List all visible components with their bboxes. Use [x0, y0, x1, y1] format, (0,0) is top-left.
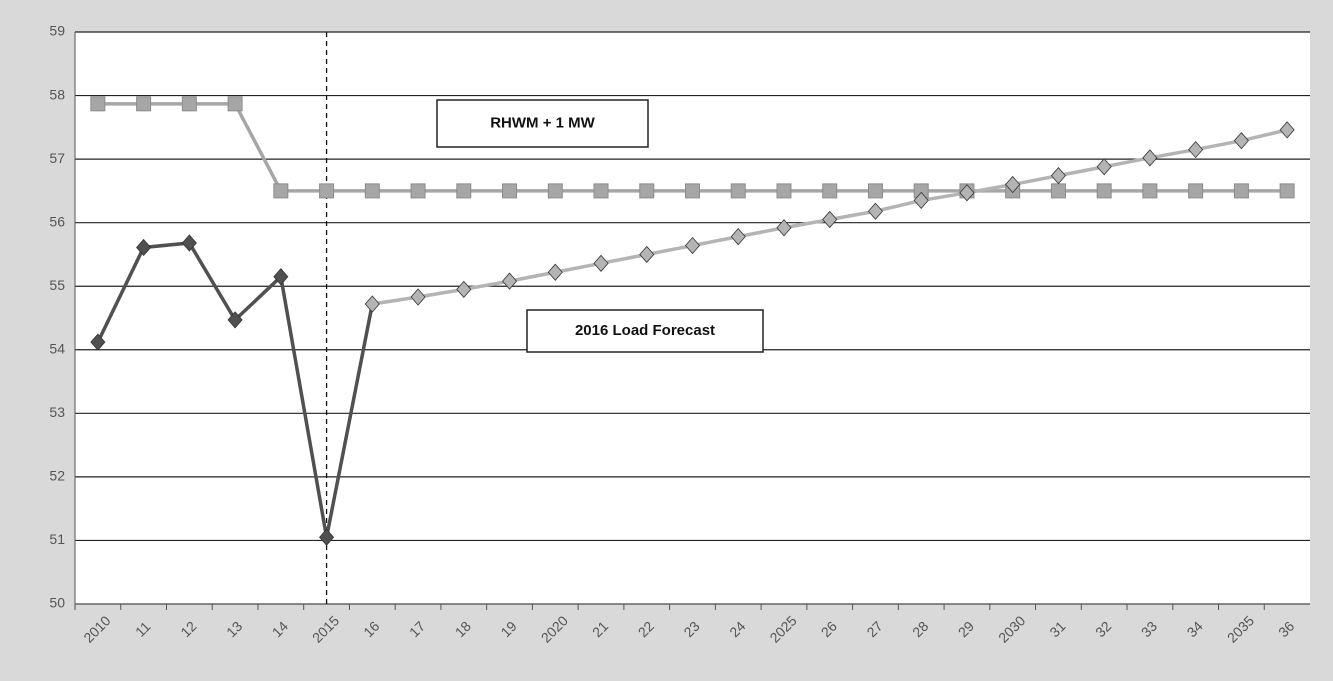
point [410, 183, 426, 199]
x-tick-label: 12 [177, 618, 199, 640]
point [776, 219, 792, 237]
x-tick-label: 32 [1092, 618, 1114, 640]
point [181, 96, 197, 112]
x-tick-label: 14 [269, 618, 291, 640]
x-tick-label: 19 [497, 618, 519, 640]
point [1096, 158, 1112, 176]
point [1188, 140, 1204, 159]
point [639, 183, 655, 199]
x-tick-label: 36 [1275, 618, 1297, 640]
connector-line [324, 303, 375, 538]
point [547, 263, 563, 281]
y-tick-label: 51 [49, 531, 65, 547]
point [1142, 183, 1158, 199]
point [730, 183, 746, 199]
x-tick-label: 2010 [80, 612, 113, 645]
y-tick-label: 54 [49, 340, 65, 356]
point [685, 183, 700, 199]
x-tick-label: 2025 [766, 612, 799, 645]
x-tick-label: 34 [1184, 618, 1206, 640]
y-tick-label: 56 [49, 213, 65, 229]
x-tick-label: 22 [635, 618, 657, 640]
x-tick-label: 27 [863, 618, 885, 640]
x-tick-label: 2020 [538, 612, 571, 645]
point [90, 96, 106, 112]
point [1279, 121, 1295, 139]
x-tick-label: 11 [132, 618, 154, 640]
point [136, 96, 152, 112]
point [319, 183, 335, 199]
point [1188, 183, 1204, 199]
point [1142, 149, 1158, 167]
point [639, 245, 655, 264]
point [1096, 183, 1112, 199]
point [776, 183, 792, 199]
point [227, 96, 243, 112]
point [1233, 183, 1249, 199]
x-tick-label: 29 [955, 618, 977, 640]
point [1050, 183, 1066, 199]
y-tick-label: 57 [49, 150, 65, 166]
x-tick-label: 21 [589, 618, 611, 640]
point [456, 280, 472, 299]
point [227, 311, 243, 329]
point [136, 238, 152, 257]
x-tick-label: 33 [1138, 618, 1160, 640]
point [364, 295, 380, 313]
x-tick-label: 13 [223, 618, 245, 640]
y-tick-label: 59 [49, 23, 65, 39]
point [593, 254, 609, 272]
point [1233, 132, 1249, 150]
point [181, 234, 197, 252]
y-tick-label: 58 [49, 86, 65, 102]
x-tick-label: 2035 [1224, 612, 1257, 645]
x-tick-label: 2030 [995, 612, 1028, 645]
x-tick-label: 24 [726, 618, 748, 640]
point [90, 333, 106, 351]
point [410, 288, 426, 306]
x-tick-label: 31 [1046, 618, 1068, 640]
point [364, 183, 380, 199]
point [502, 183, 518, 199]
point [822, 183, 838, 199]
x-tick-label: 2015 [309, 612, 342, 645]
point [1279, 183, 1295, 199]
point [502, 272, 518, 290]
x-tick-label: 17 [406, 618, 428, 640]
annotation-box [526, 309, 764, 353]
point [959, 184, 975, 202]
point [593, 183, 609, 199]
x-tick-label: 28 [909, 618, 931, 640]
y-tick-label: 53 [49, 404, 65, 420]
point [867, 202, 883, 220]
annotation-box [436, 99, 649, 148]
point [822, 210, 838, 229]
point [456, 183, 472, 199]
point [867, 183, 883, 199]
series-line [96, 241, 329, 538]
point [273, 183, 289, 199]
point [547, 183, 563, 199]
point [730, 228, 746, 246]
x-tick-label: 26 [818, 618, 840, 640]
point [319, 528, 335, 546]
x-tick-label: 16 [360, 618, 382, 640]
y-tick-label: 52 [49, 468, 65, 484]
x-tick-label: 23 [680, 618, 702, 640]
point [684, 236, 701, 255]
y-tick-label: 55 [49, 277, 65, 293]
point [913, 191, 929, 210]
point [1005, 175, 1021, 194]
point [1050, 167, 1066, 185]
annotation: RHWM + 1 MW [490, 114, 595, 131]
point [273, 268, 289, 286]
annotation: 2016 Load Forecast [575, 322, 715, 339]
y-tick-label: 50 [49, 595, 65, 611]
x-tick-label: 18 [452, 618, 474, 640]
